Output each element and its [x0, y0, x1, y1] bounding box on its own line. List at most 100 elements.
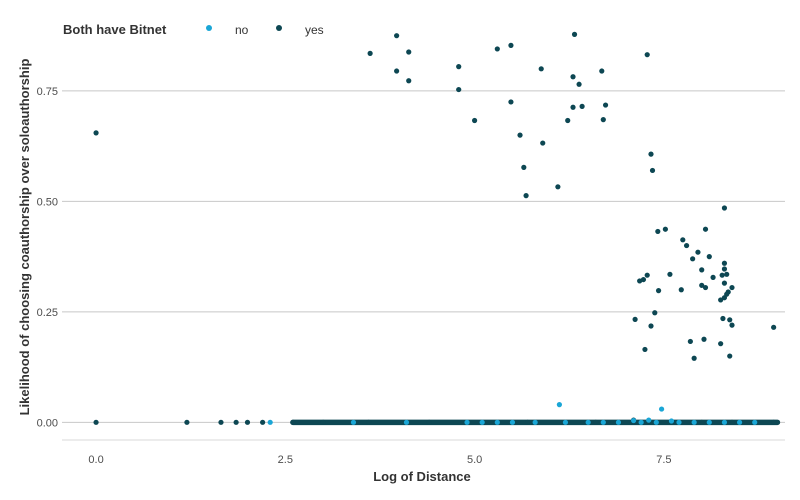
point-yes-57 [718, 341, 724, 347]
point-no-16 [615, 419, 622, 425]
point-yes-77 [260, 419, 266, 425]
point-yes-62 [719, 272, 725, 278]
point-yes-76 [244, 419, 251, 425]
point-yes-31 [649, 167, 656, 174]
point-yes-37 [644, 272, 650, 278]
point-yes-22 [571, 31, 578, 37]
y-tick-label-0: 0.00 [37, 417, 58, 429]
point-yes-68 [720, 315, 726, 322]
point-yes-83 [593, 419, 599, 425]
point-yes-16 [523, 193, 529, 199]
point-yes-8 [456, 64, 462, 70]
y-tick-label-3: 0.75 [37, 86, 58, 98]
point-yes-40 [632, 316, 638, 322]
point-yes-53 [687, 338, 693, 345]
point-yes-36 [637, 278, 643, 284]
point-yes-66 [718, 297, 724, 303]
point-yes-6 [406, 49, 412, 55]
point-yes-0 [93, 130, 99, 136]
legend-marker-no [206, 25, 212, 31]
point-no-19 [676, 419, 682, 425]
point-yes-43 [680, 237, 686, 243]
point-yes-85 [699, 419, 705, 425]
point-no-17 [638, 419, 644, 425]
point-yes-32 [655, 228, 661, 235]
point-no-21 [706, 419, 712, 425]
point-no-4 [668, 418, 675, 424]
point-no-7 [403, 419, 410, 425]
point-yes-46 [695, 249, 701, 255]
point-yes-30 [648, 151, 654, 157]
point-yes-7 [406, 78, 412, 84]
grid-lines [62, 90, 785, 423]
point-yes-58 [721, 205, 728, 211]
point-no-15 [600, 419, 606, 425]
point-yes-45 [690, 256, 696, 262]
point-yes-2 [184, 419, 190, 425]
point-yes-54 [691, 355, 697, 361]
point-yes-71 [729, 322, 735, 328]
point-yes-69 [727, 317, 733, 323]
y-tick-label-1: 0.25 [37, 307, 58, 319]
point-yes-5 [394, 68, 400, 74]
point-no-24 [752, 419, 758, 425]
point-yes-73 [771, 324, 777, 330]
point-yes-3 [367, 50, 373, 56]
point-yes-14 [517, 132, 523, 138]
point-yes-74 [218, 419, 224, 425]
point-yes-24 [576, 81, 582, 87]
point-no-0 [556, 402, 562, 408]
point-no-10 [494, 419, 500, 425]
legend: Both have Bitnet no yes [63, 22, 324, 37]
point-no-8 [464, 419, 470, 425]
point-yes-28 [602, 102, 609, 108]
legend-marker-yes [276, 25, 282, 31]
point-yes-42 [667, 271, 673, 277]
point-yes-49 [699, 267, 705, 273]
point-yes-21 [570, 74, 576, 80]
point-yes-78 [290, 419, 296, 425]
point-yes-19 [555, 184, 561, 190]
legend-label-no: no [235, 23, 249, 37]
point-yes-10 [472, 117, 478, 124]
point-yes-39 [652, 310, 658, 316]
x-axis-title: Log of Distance [373, 469, 471, 484]
point-yes-79 [320, 419, 326, 425]
point-yes-63 [721, 280, 728, 286]
point-yes-80 [366, 419, 372, 425]
legend-title: Both have Bitnet [63, 22, 167, 37]
point-yes-82 [524, 419, 531, 425]
point-yes-27 [600, 117, 606, 123]
point-yes-34 [655, 288, 662, 294]
point-no-3 [630, 417, 637, 424]
point-yes-60 [721, 266, 728, 272]
tick-labels: 0.00 0.25 0.50 0.75 0.0 2.5 5.0 7.5 [37, 86, 672, 466]
point-yes-75 [233, 419, 239, 425]
point-no-14 [585, 419, 591, 425]
point-no-12 [532, 419, 538, 425]
point-yes-4 [394, 33, 400, 39]
point-yes-9 [456, 86, 462, 93]
point-yes-25 [579, 103, 585, 109]
point-yes-87 [771, 419, 777, 425]
point-no-5 [267, 419, 273, 425]
point-no-9 [479, 419, 485, 425]
x-tick-label-2: 5.0 [467, 454, 482, 466]
point-yes-33 [662, 226, 668, 232]
point-no-22 [721, 419, 728, 425]
point-yes-26 [599, 68, 605, 74]
point-yes-67 [724, 291, 730, 297]
x-tick-label-0: 0.0 [88, 454, 103, 466]
x-tick-label-3: 7.5 [656, 454, 671, 466]
x-tick-label-1: 2.5 [278, 454, 293, 466]
point-yes-81 [426, 419, 432, 425]
point-no-18 [653, 419, 659, 425]
point-yes-20 [565, 117, 571, 124]
point-yes-13 [508, 99, 514, 105]
point-yes-23 [570, 104, 576, 110]
data-points [93, 31, 781, 426]
point-yes-72 [727, 353, 733, 359]
point-no-11 [509, 419, 516, 425]
point-yes-38 [648, 323, 654, 329]
